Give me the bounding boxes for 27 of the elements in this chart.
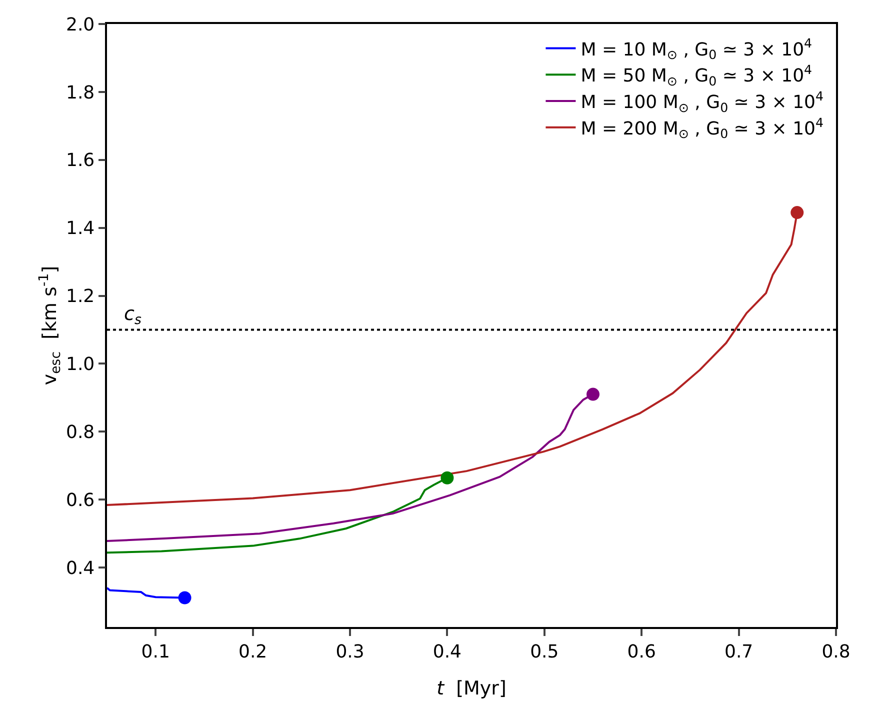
y-tick-label: 1.8 bbox=[66, 82, 95, 104]
y-tick-label: 0.8 bbox=[66, 422, 95, 443]
point bbox=[440, 471, 454, 484]
legend-label: M = 100 M$_{⊙}$ , G$_{0}$ ≃ 3 × 10$^{4}$ bbox=[580, 88, 824, 115]
y-tick-label: 1.0 bbox=[66, 354, 95, 376]
x-tick-label: 0.8 bbox=[822, 641, 850, 662]
point bbox=[586, 388, 600, 401]
point bbox=[790, 206, 804, 220]
x-axis-title: t [Myr] bbox=[436, 678, 506, 700]
x-tick-label: 0.1 bbox=[141, 641, 170, 662]
x-tick-label: 0.6 bbox=[627, 641, 656, 662]
point bbox=[178, 591, 192, 604]
ref-line-label: c$_{s}$ bbox=[124, 303, 142, 328]
legend-label: M = 50 M$_{⊙}$ , G$_{0}$ ≃ 3 × 10$^{4}$ bbox=[580, 62, 812, 88]
x-tick-label: 0.3 bbox=[336, 641, 364, 662]
y-tick-label: 0.4 bbox=[66, 558, 95, 579]
x-tick-label: 0.7 bbox=[724, 641, 754, 662]
y-tick-label: 2.0 bbox=[66, 14, 95, 36]
legend-label: M = 200 M$_{⊙}$ , G$_{0}$ ≃ 3 × 10$^{4}$ bbox=[580, 114, 824, 142]
x-tick-label: 0.4 bbox=[432, 641, 462, 662]
y-tick-label: 1.2 bbox=[66, 286, 95, 308]
y-tick-label: 1.6 bbox=[66, 150, 95, 172]
y-tick-label: 1.4 bbox=[66, 218, 95, 240]
y-tick-label: 0.6 bbox=[66, 490, 95, 511]
x-tick-label: 0.2 bbox=[238, 641, 268, 662]
x-tick-label: 0.5 bbox=[530, 641, 559, 662]
legend-label: M = 10 M$_{⊙}$ , G$_{0}$ ≃ 3 × 10$^{4}$ bbox=[580, 36, 812, 62]
